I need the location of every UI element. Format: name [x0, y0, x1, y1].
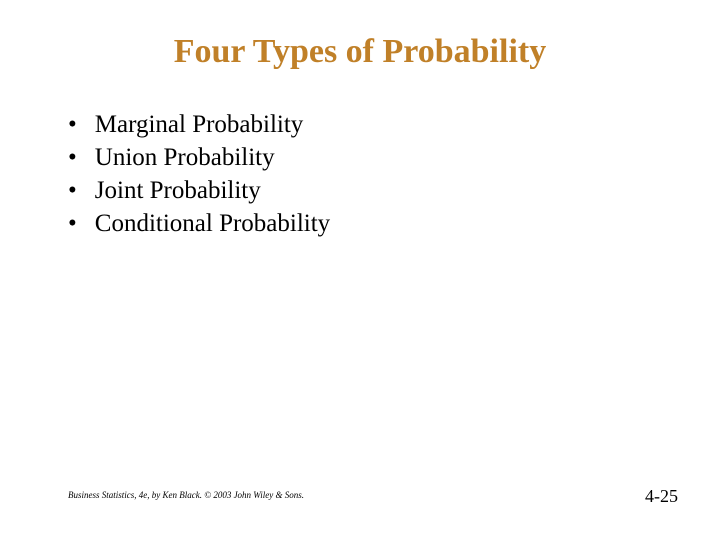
slide-title: Four Types of Probability: [0, 33, 720, 71]
list-item: • Marginal Probability: [68, 108, 330, 141]
list-item: • Union Probability: [68, 141, 330, 174]
bullet-icon: •: [68, 108, 77, 141]
bullet-text: Conditional Probability: [95, 207, 330, 240]
list-item: • Conditional Probability: [68, 207, 330, 240]
bullet-text: Union Probability: [95, 141, 275, 174]
bullet-list: • Marginal Probability • Union Probabili…: [68, 108, 330, 240]
list-item: • Joint Probability: [68, 174, 330, 207]
bullet-icon: •: [68, 174, 77, 207]
bullet-text: Marginal Probability: [95, 108, 304, 141]
bullet-icon: •: [68, 141, 77, 174]
footer-citation: Business Statistics, 4e, by Ken Black. ©…: [68, 490, 304, 500]
slide-number: 4-25: [645, 486, 678, 507]
bullet-text: Joint Probability: [95, 174, 261, 207]
bullet-icon: •: [68, 207, 77, 240]
